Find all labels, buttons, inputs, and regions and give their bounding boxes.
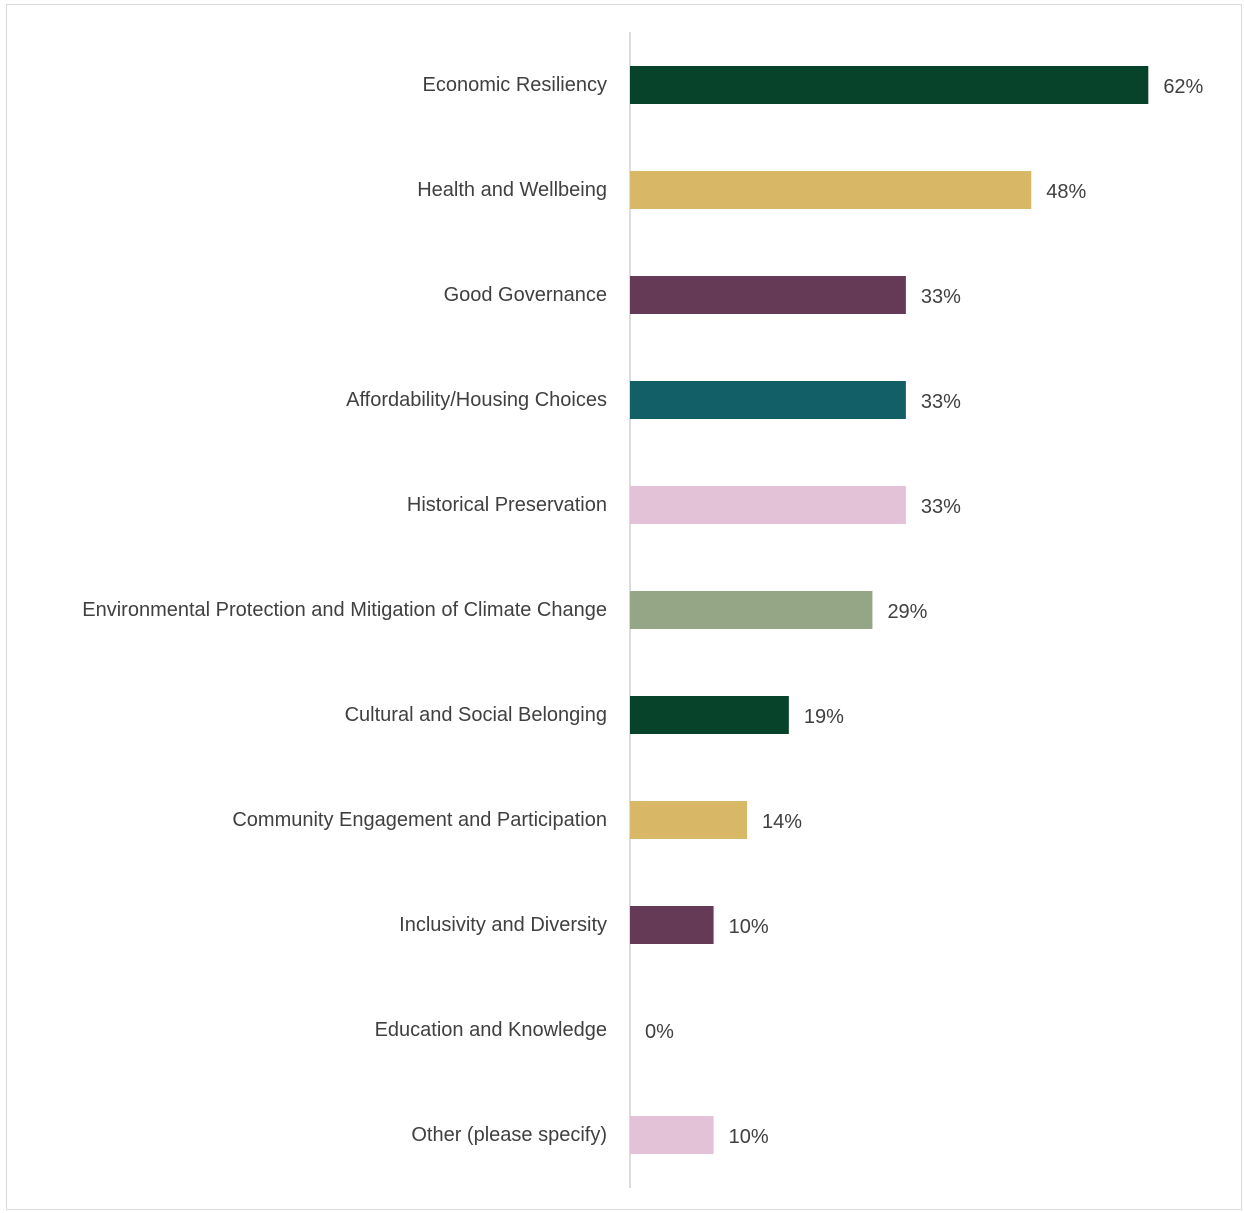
category-label: Community Engagement and Participation <box>232 809 607 831</box>
category-label: Inclusivity and Diversity <box>399 914 607 936</box>
category-label: Other (please specify) <box>411 1124 607 1146</box>
bar <box>630 801 748 839</box>
bar <box>630 276 906 314</box>
bar <box>630 906 714 944</box>
value-label: 10% <box>729 1126 769 1148</box>
chart-marks: Economic Resiliency 62% Health and Wellbei… <box>82 66 1204 1154</box>
category-label: Education and Knowledge <box>375 1019 607 1041</box>
category-label: Health and Wellbeing <box>417 179 607 201</box>
value-label: 48% <box>1046 181 1086 203</box>
value-label: 33% <box>921 391 961 413</box>
bar <box>630 381 906 419</box>
value-label: 29% <box>887 601 927 623</box>
value-label: 33% <box>921 286 961 308</box>
category-label: Environmental Protection and Mitigation … <box>82 599 607 621</box>
bar <box>630 1116 714 1154</box>
value-label: 33% <box>921 496 961 518</box>
category-label: Good Governance <box>444 284 607 306</box>
value-label: 19% <box>804 706 844 728</box>
value-label: 10% <box>729 916 769 938</box>
category-label: Cultural and Social Belonging <box>345 704 607 726</box>
chart-frame <box>6 4 1242 1210</box>
category-label: Historical Preservation <box>407 494 607 516</box>
bar <box>630 171 1032 209</box>
value-label: 0% <box>645 1021 674 1043</box>
bar <box>630 696 789 734</box>
value-label: 14% <box>762 811 802 833</box>
bar <box>630 486 906 524</box>
category-label: Affordability/Housing Choices <box>346 389 607 411</box>
category-label: Economic Resiliency <box>422 74 607 96</box>
bar <box>630 66 1149 104</box>
value-label: 62% <box>1163 76 1203 98</box>
bar <box>630 591 873 629</box>
